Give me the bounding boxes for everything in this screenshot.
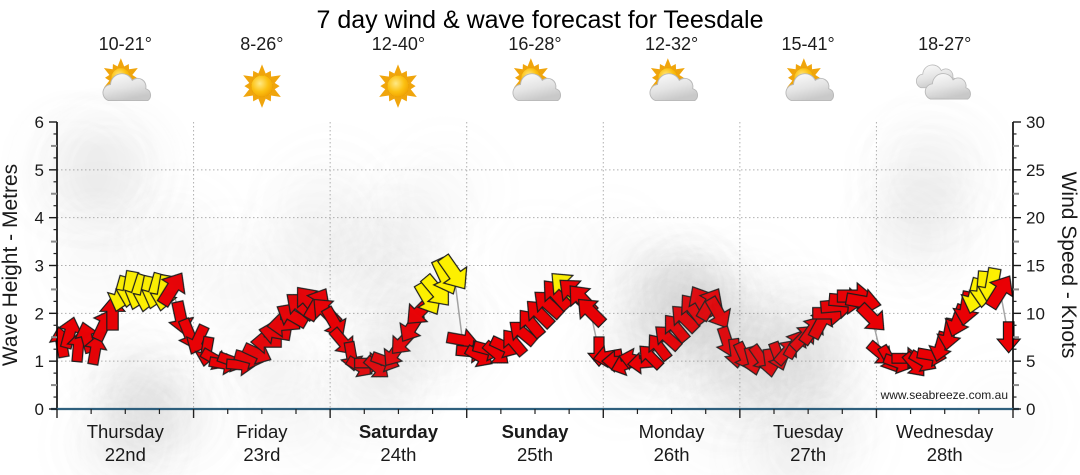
day-header: 10-21° (57, 33, 194, 112)
day-temp-range: 10-21° (98, 34, 152, 54)
weather-icon-sun-cloud (649, 58, 698, 102)
day-label: Sunday (502, 421, 570, 442)
day-header: 12-40° (330, 33, 467, 112)
weather-icon-sun-cloud (785, 58, 835, 102)
wind-tick-label: 5 (1026, 352, 1035, 371)
day-temp-range: 16-28° (508, 34, 562, 54)
wind-tick-label: 30 (1026, 113, 1045, 132)
date-label: 24th (380, 444, 416, 465)
wind-arrow (151, 266, 193, 311)
day-temp-range: 15-41° (781, 34, 835, 54)
day-label: Thursday (87, 421, 165, 442)
date-label: 25th (517, 444, 553, 465)
wave-tick-label: 5 (35, 161, 44, 180)
day-temp-range: 8-26° (240, 34, 284, 54)
wind-tick-label: 10 (1026, 304, 1045, 323)
day-header: 15-41° (740, 33, 877, 112)
wind-tick-label: 20 (1026, 209, 1045, 228)
day-label: Tuesday (773, 421, 844, 442)
wave-tick-label: 1 (35, 352, 44, 371)
day-header: 16-28° (467, 33, 604, 112)
cloud-icon (102, 73, 152, 102)
weather-icon-sun (243, 64, 281, 108)
wind-arrow (979, 269, 1021, 314)
wind-tick-label: 0 (1026, 400, 1035, 419)
wave-tick-label: 6 (35, 113, 44, 132)
date-label: 23rd (243, 444, 280, 465)
day-temp-range: 12-40° (371, 34, 426, 54)
gridlines (57, 122, 1013, 409)
day-header: 8-26° (194, 33, 331, 112)
wave-tick-label: 0 (35, 400, 44, 419)
wind-arrow (570, 291, 611, 332)
date-label: 27th (790, 444, 826, 465)
wind-arrows (48, 250, 1021, 385)
weather-icon-sun-cloud (512, 58, 562, 102)
day-label: Wednesday (896, 421, 994, 442)
wind-arrow (997, 322, 1020, 353)
cloud-icon (924, 73, 971, 100)
sun-icon (243, 64, 281, 108)
date-label: 28th (927, 444, 963, 465)
wind-arrow (852, 298, 893, 339)
wave-tick-label: 2 (35, 304, 44, 323)
date-label: 26th (654, 444, 690, 465)
weather-icon-sun-cloud (102, 58, 152, 102)
cloud-icon (512, 73, 562, 102)
day-header: 12-32° (603, 33, 740, 112)
day-temp-range: 18-27° (918, 34, 972, 54)
wind-tick-label: 15 (1026, 257, 1045, 276)
left-axis-title: Wave Height - Metres (0, 164, 22, 366)
wind-tick-label: 25 (1026, 161, 1045, 180)
weather-icon-sun (379, 64, 418, 108)
sun-icon (379, 64, 418, 108)
day-header: 18-27° (876, 33, 1013, 112)
cloud-icon (649, 73, 698, 102)
day-label: Friday (236, 421, 288, 442)
wave-tick-label: 3 (35, 257, 44, 276)
wind-arrow (432, 250, 477, 297)
page-title: 7 day wind & wave forecast for Teesdale (316, 6, 764, 34)
right-axis-title: Wind Speed - Knots (1057, 172, 1080, 359)
wave-tick-label: 4 (35, 209, 44, 228)
day-label: Saturday (359, 421, 439, 442)
day-label: Monday (639, 421, 706, 442)
date-label: 22nd (105, 444, 146, 465)
cloud-icon (785, 73, 835, 102)
wind-arrow (699, 293, 737, 334)
wind-arrow (82, 333, 109, 366)
wind-arrow (55, 314, 86, 350)
weather-icon-clouds (915, 64, 971, 100)
day-temp-range: 12-32° (644, 34, 699, 54)
wind-arrow (632, 339, 667, 374)
watermark: www.seabreeze.com.au (880, 388, 1008, 402)
